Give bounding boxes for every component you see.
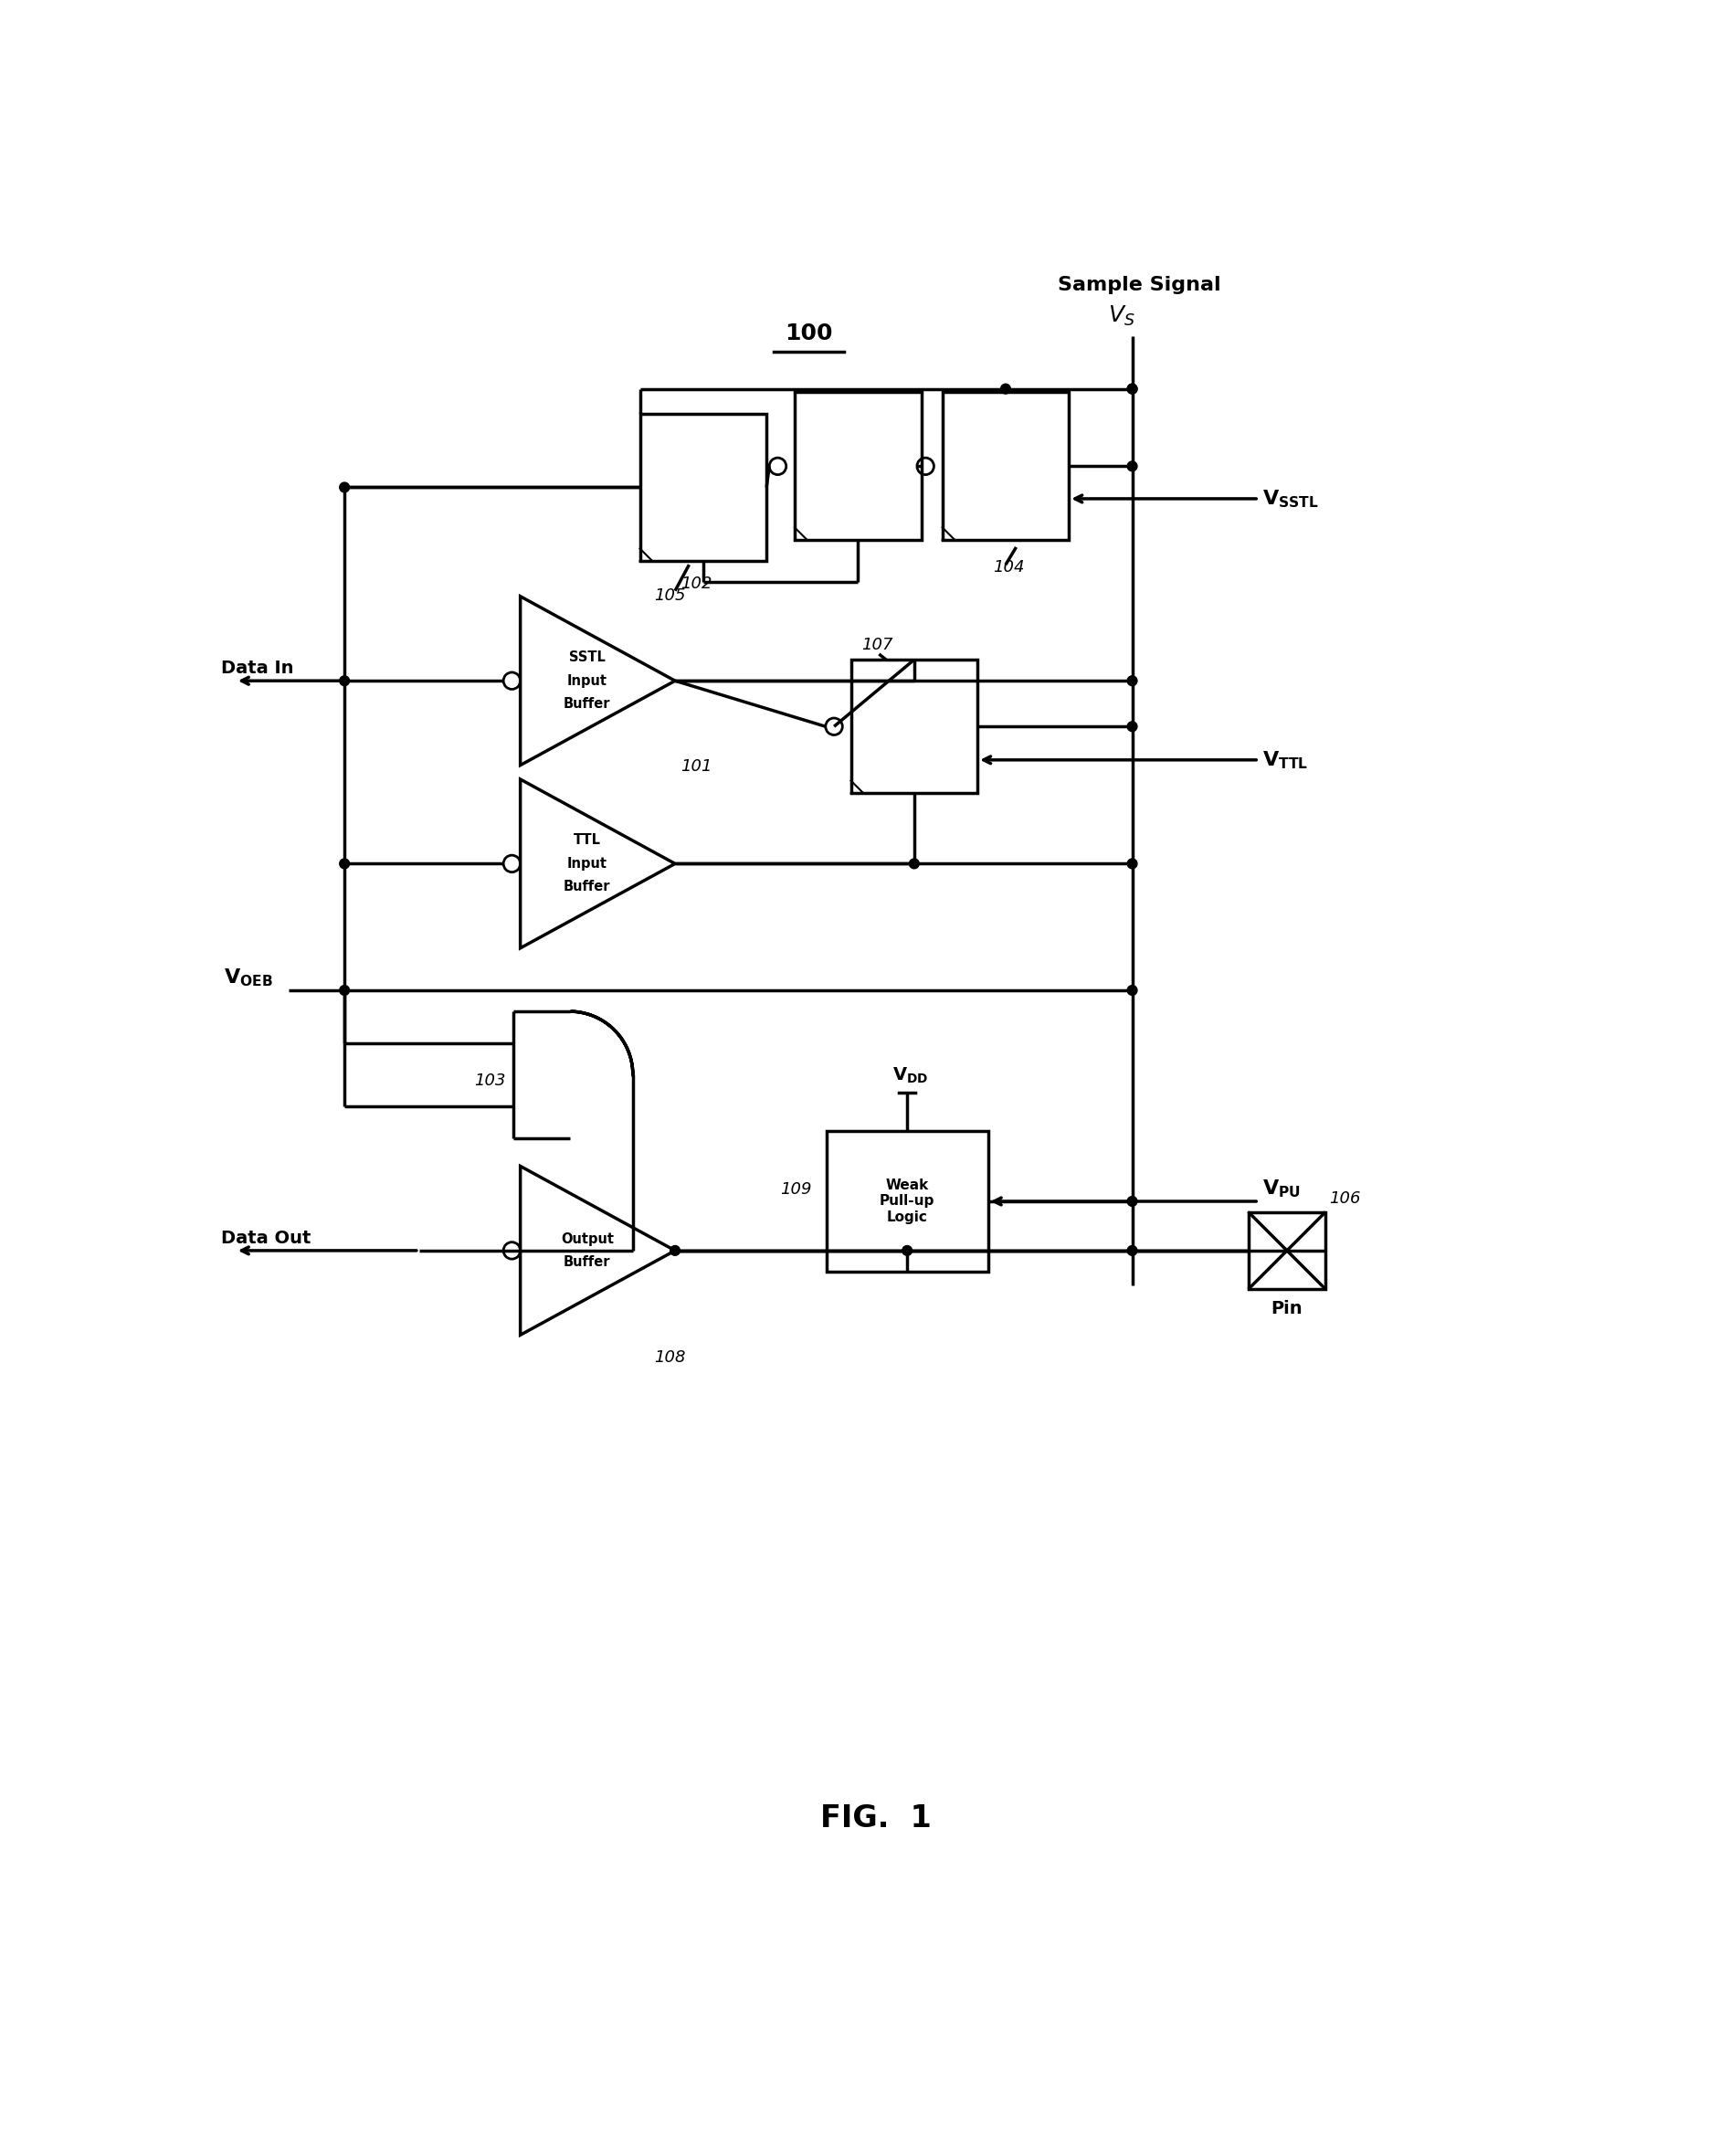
Circle shape (340, 858, 349, 869)
Text: TTL: TTL (574, 834, 602, 847)
Circle shape (340, 675, 349, 686)
Text: Sample Signal: Sample Signal (1058, 276, 1220, 293)
Text: $\mathbf{V_{TTL}}$: $\mathbf{V_{TTL}}$ (1263, 748, 1307, 770)
Text: Weak
Pull-up
Logic: Weak Pull-up Logic (880, 1179, 935, 1225)
Circle shape (340, 985, 349, 996)
Text: Data In: Data In (222, 660, 294, 677)
Bar (795, 392, 921, 541)
Text: $\mathbf{V_{SSTL}}$: $\mathbf{V_{SSTL}}$ (1263, 487, 1319, 509)
Circle shape (909, 858, 919, 869)
Text: $\mathbf{V_{PU}}$: $\mathbf{V_{PU}}$ (1263, 1177, 1301, 1199)
Text: 109: 109 (781, 1181, 812, 1199)
Text: Data Out: Data Out (222, 1229, 311, 1246)
Circle shape (1128, 985, 1136, 996)
Text: $\mathbf{V_{OEB}}$: $\mathbf{V_{OEB}}$ (224, 966, 273, 987)
Text: Output: Output (561, 1231, 614, 1246)
Circle shape (1128, 384, 1136, 395)
Circle shape (1128, 722, 1136, 731)
Text: Input: Input (567, 675, 607, 688)
Bar (1248, 1212, 1326, 1289)
Text: $V_S$: $V_S$ (1107, 304, 1135, 328)
Text: 107: 107 (861, 636, 894, 653)
Circle shape (1128, 858, 1136, 869)
Text: Pin: Pin (1271, 1300, 1302, 1317)
Bar (639, 414, 767, 561)
Circle shape (340, 483, 349, 492)
Circle shape (1128, 1197, 1136, 1205)
Circle shape (1128, 461, 1136, 472)
Text: 103: 103 (475, 1072, 506, 1089)
Text: 104: 104 (993, 558, 1025, 576)
Text: 106: 106 (1330, 1190, 1360, 1207)
Circle shape (1128, 1246, 1136, 1255)
Text: Buffer: Buffer (564, 696, 610, 711)
Text: 102: 102 (680, 576, 713, 591)
Bar (825, 1132, 988, 1272)
Text: 108: 108 (655, 1350, 685, 1365)
Text: FIG.  1: FIG. 1 (820, 1805, 931, 1835)
Circle shape (902, 1246, 913, 1255)
Text: SSTL: SSTL (569, 651, 605, 664)
Text: Buffer: Buffer (564, 880, 610, 895)
Bar (942, 392, 1068, 541)
Text: 100: 100 (784, 321, 832, 345)
Circle shape (1128, 384, 1136, 395)
Circle shape (670, 1246, 680, 1255)
Text: 101: 101 (680, 759, 713, 774)
Text: $\mathbf{V_{DD}}$: $\mathbf{V_{DD}}$ (892, 1065, 928, 1084)
Text: Input: Input (567, 856, 607, 871)
Circle shape (1001, 384, 1010, 395)
Bar (851, 660, 978, 793)
Text: Buffer: Buffer (564, 1255, 610, 1270)
Text: 105: 105 (655, 586, 685, 604)
Circle shape (1128, 675, 1136, 686)
